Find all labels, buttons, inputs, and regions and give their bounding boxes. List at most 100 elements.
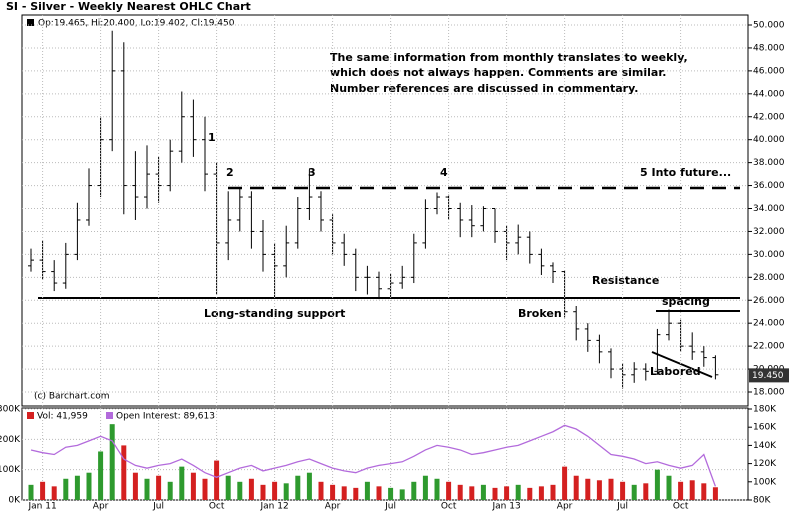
annotation: which does not always happen. Comments a… xyxy=(330,66,666,79)
volume-bar xyxy=(330,484,336,500)
x-tick-label: Jul xyxy=(616,502,628,512)
x-tick-label: Oct xyxy=(673,502,689,512)
volume-bar xyxy=(689,480,695,500)
volume-bar xyxy=(596,480,602,500)
volume-bar xyxy=(480,484,486,500)
volume-bar xyxy=(504,486,510,500)
y-tick-label: 36.000 xyxy=(753,181,785,191)
volume-bar xyxy=(283,483,289,500)
volume-bar xyxy=(202,478,208,500)
y-tick-label: 40.000 xyxy=(753,135,785,145)
y-tick-label: 44.000 xyxy=(753,89,785,99)
volume-bar xyxy=(538,486,544,500)
volume-bar xyxy=(28,484,34,500)
volume-bar xyxy=(701,483,707,500)
x-tick-label: Oct xyxy=(209,502,225,512)
y-tick-label: 48.000 xyxy=(753,43,785,53)
labored-line xyxy=(651,351,713,378)
y-tick-label: 300K xyxy=(0,405,21,415)
volume-bar xyxy=(179,466,185,500)
x-tick-label: Jul xyxy=(384,502,396,512)
y2-tick-label: 80K xyxy=(753,496,771,506)
volume-bar xyxy=(631,484,637,500)
legend-text: Vol: 41,959 xyxy=(37,412,88,422)
y-tick-label: 24.000 xyxy=(753,319,785,329)
volume-bar xyxy=(654,469,660,500)
y-tick-label: 38.000 xyxy=(753,158,785,168)
volume-bar xyxy=(40,481,46,500)
volume-bar xyxy=(469,486,475,500)
volume-bar xyxy=(446,481,452,500)
y2-tick-label: 140K xyxy=(753,441,777,451)
volume-bar xyxy=(620,481,626,500)
volume-bar xyxy=(306,472,312,500)
y-tick-label: 42.000 xyxy=(753,112,785,122)
volume-bar xyxy=(608,478,614,500)
legend-swatch xyxy=(106,412,113,419)
volume-bar xyxy=(388,487,394,500)
x-tick-label: Oct xyxy=(441,502,457,512)
volume-bar xyxy=(422,475,428,500)
y-tick-label: 50.000 xyxy=(753,21,785,31)
annotation: 4 xyxy=(440,166,448,179)
volume-bar xyxy=(573,475,579,500)
annotation: Number references are discussed in comme… xyxy=(330,82,638,95)
annotation: 1 xyxy=(208,131,216,144)
volume-bar xyxy=(248,478,254,500)
open-interest-line xyxy=(30,424,717,487)
volume-bar xyxy=(167,481,173,500)
legend-swatch xyxy=(27,19,34,26)
volume-bar xyxy=(109,424,115,500)
annotation: The same information from monthly transl… xyxy=(330,51,688,64)
y-tick-label: 34.000 xyxy=(753,204,785,214)
y-tick-label: 28.000 xyxy=(753,273,785,283)
last-price-label: 19.450 xyxy=(752,371,784,381)
volume-bar xyxy=(353,487,359,500)
volume-bar xyxy=(260,484,266,500)
y2-tick-label: 180K xyxy=(753,405,777,415)
annotation: Broken xyxy=(518,307,562,320)
legend-swatch xyxy=(27,412,34,419)
volume-bar xyxy=(74,475,80,500)
volume-bar xyxy=(121,445,127,500)
y-tick-label: 18.000 xyxy=(753,388,785,398)
annotation: 3 xyxy=(308,166,316,179)
y-tick-label: 32.000 xyxy=(753,227,785,237)
volume-bar xyxy=(678,481,684,500)
volume-bar xyxy=(225,475,231,500)
volume-bar xyxy=(272,481,278,500)
last-price-box xyxy=(749,368,789,383)
volume-bar xyxy=(318,481,324,500)
y-tick-label: 0K xyxy=(8,496,21,506)
volume-bar xyxy=(643,483,649,500)
annotation: 5 Into future... xyxy=(640,166,731,179)
volume-bar xyxy=(434,478,440,500)
volume-bar xyxy=(132,472,138,500)
volume-bar xyxy=(214,460,220,500)
annotation: Long-standing support xyxy=(204,307,345,320)
volume-bar xyxy=(341,486,347,500)
volume-bar xyxy=(98,451,104,500)
y2-tick-label: 160K xyxy=(753,423,777,433)
y-tick-label: 30.000 xyxy=(753,250,785,260)
watermark: (c) Barchart.com xyxy=(34,392,110,402)
price-frame xyxy=(21,14,749,407)
volume-bar xyxy=(51,486,57,500)
volume-bar xyxy=(666,475,672,500)
legend-text: Open Interest: 89,613 xyxy=(116,412,215,422)
volume-bar xyxy=(144,478,150,500)
chart-title: SI - Silver - Weekly Nearest OHLC Chart xyxy=(6,0,251,13)
volume-bar xyxy=(411,481,417,500)
y-tick-label: 26.000 xyxy=(753,296,785,306)
volume-bar xyxy=(457,484,463,500)
annotation: spacing xyxy=(662,295,710,308)
y-tick-label: 22.000 xyxy=(753,342,785,352)
volume-bar xyxy=(237,481,243,500)
volume-bar xyxy=(492,487,498,500)
volume-bar xyxy=(712,487,718,500)
volume-bar xyxy=(585,478,591,500)
volume-bar xyxy=(86,472,92,500)
annotation: Resistance xyxy=(592,274,659,287)
